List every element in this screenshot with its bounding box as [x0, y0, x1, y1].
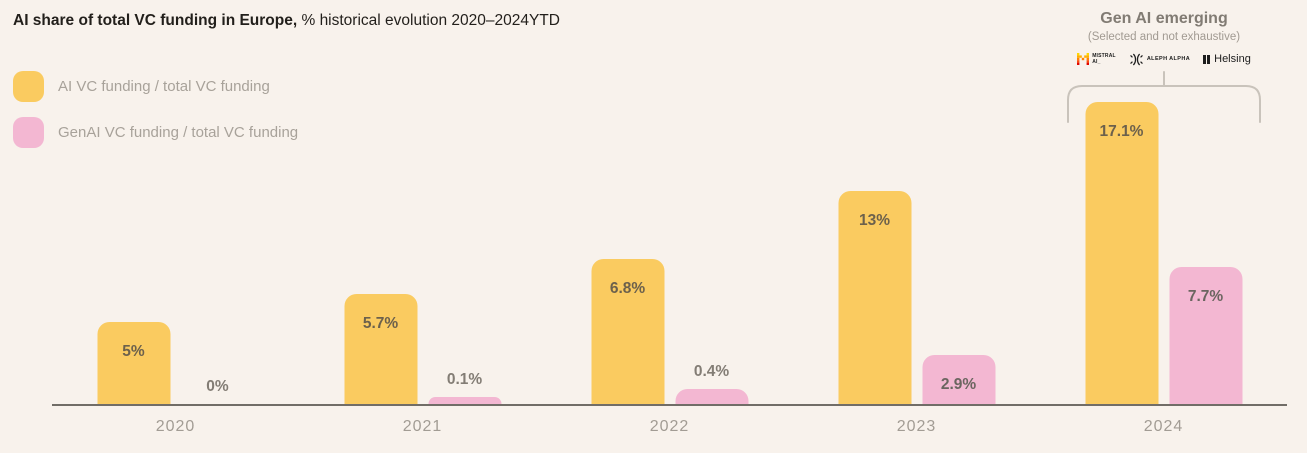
bracket-curve — [1067, 85, 1261, 123]
genai-bar-2024: 7.7% — [1169, 267, 1242, 404]
x-tick-label-2024: 2024 — [1143, 418, 1184, 435]
helsing-logo: Helsing — [1203, 53, 1251, 65]
category-group-2023: 13% 2.9% 2023 — [793, 0, 1040, 435]
genai-bar-slot-2022: 0.4% — [675, 363, 748, 404]
mistral-ai-icon — [1077, 53, 1090, 65]
aleph-alpha-wordmark: ALEPH ALPHA — [1146, 56, 1191, 62]
x-tick-label-2021: 2021 — [402, 418, 443, 435]
x-tick-label-2023: 2023 — [896, 418, 937, 435]
legend: AI VC funding / total VC funding GenAI V… — [13, 71, 298, 148]
ai-bar-slot-2020: 5% — [97, 322, 170, 404]
helsing-icon — [1203, 54, 1210, 64]
bar-pair-2020: 5% 0% — [97, 322, 254, 404]
ai-bar-slot-2021: 5.7% — [344, 294, 417, 404]
genai-value-label-2024: 7.7% — [1187, 288, 1224, 305]
genai-bar-2022 — [675, 389, 748, 404]
genai-callout-subheading: (Selected and not exhaustive) — [1087, 31, 1241, 43]
bar-pair-2023: 13% 2.9% — [838, 191, 995, 404]
ai-legend-swatch — [13, 71, 44, 102]
ai-bar-2023: 13% — [838, 191, 911, 404]
genai-value-label-2022: 0.4% — [693, 363, 730, 380]
helsing-wordmark: Helsing — [1214, 53, 1251, 65]
genai-bar-slot-2023: 2.9% — [922, 355, 995, 404]
aleph-alpha-icon — [1130, 53, 1143, 65]
genai-bar-slot-2021: 0.1% — [428, 371, 501, 404]
chart-area: 5% 0% 2020 5.7% 0.1% 2021 6.8% 0.4% 2022 13% 2.9% 2… — [52, 0, 1287, 435]
ai-value-label-2023: 13% — [858, 212, 891, 229]
mistral-wordmark-line1: MISTRAL — [1092, 53, 1116, 59]
mistral-ai-wordmark: MISTRAL AI_ — [1092, 53, 1116, 65]
category-group-2020: 5% 0% 2020 — [52, 0, 299, 435]
genai-callout: Gen AI emerging (Selected and not exhaus… — [1044, 10, 1284, 67]
ai-bar-slot-2024: 17.1% — [1085, 102, 1158, 404]
ai-bar-slot-2022: 6.8% — [591, 259, 664, 404]
ai-value-label-2024: 17.1% — [1099, 123, 1144, 140]
genai-value-label-2020: 0% — [206, 378, 229, 395]
genai-legend-label: GenAI VC funding / total VC funding — [58, 124, 299, 141]
category-group-2022: 6.8% 0.4% 2022 — [546, 0, 793, 435]
bar-pair-2021: 5.7% 0.1% — [344, 294, 501, 404]
category-group-2021: 5.7% 0.1% 2021 — [299, 0, 546, 435]
ai-bar-2024: 17.1% — [1085, 102, 1158, 404]
x-axis-line — [52, 404, 1287, 406]
genai-callout-heading: Gen AI emerging — [1100, 10, 1228, 27]
x-tick-label-2020: 2020 — [155, 418, 196, 435]
ai-bar-2020: 5% — [97, 322, 170, 404]
ai-bar-slot-2023: 13% — [838, 191, 911, 404]
genai-bar-2021 — [428, 397, 501, 404]
legend-item-genai: GenAI VC funding / total VC funding — [13, 117, 298, 148]
mistral-ai-logo: MISTRAL AI_ — [1077, 53, 1116, 65]
ai-bar-2022: 6.8% — [591, 259, 664, 404]
chart-title-bold: AI share of total VC funding in Europe, — [13, 12, 298, 29]
aleph-alpha-logo: ALEPH ALPHA — [1129, 53, 1190, 66]
ai-value-label-2022: 6.8% — [609, 280, 646, 297]
mistral-wordmark-line2: AI_ — [1092, 59, 1101, 65]
bar-pair-2024: 17.1% 7.7% — [1085, 102, 1242, 404]
x-tick-label-2022: 2022 — [649, 418, 690, 435]
category-group-2024: 17.1% 7.7% 2024 — [1040, 0, 1287, 435]
chart-title: AI share of total VC funding in Europe, … — [13, 12, 560, 30]
chart-title-regular: % historical evolution 2020–2024YTD — [297, 12, 560, 29]
genai-bar-2023: 2.9% — [922, 355, 995, 404]
ai-value-label-2020: 5% — [122, 343, 145, 360]
genai-bracket-annotation — [1067, 71, 1261, 123]
bar-pair-2022: 6.8% 0.4% — [591, 259, 748, 404]
genai-legend-swatch — [13, 117, 44, 148]
legend-item-ai: AI VC funding / total VC funding — [13, 71, 298, 102]
genai-value-label-2023: 2.9% — [940, 376, 977, 393]
ai-legend-label: AI VC funding / total VC funding — [58, 78, 270, 95]
ai-value-label-2021: 5.7% — [362, 315, 399, 332]
genai-company-logos: MISTRAL AI_ ALEPH ALPHA Helsing — [1044, 51, 1284, 67]
genai-bar-slot-2024: 7.7% — [1169, 267, 1242, 404]
genai-value-label-2021: 0.1% — [446, 371, 483, 388]
ai-bar-2021: 5.7% — [344, 294, 417, 404]
